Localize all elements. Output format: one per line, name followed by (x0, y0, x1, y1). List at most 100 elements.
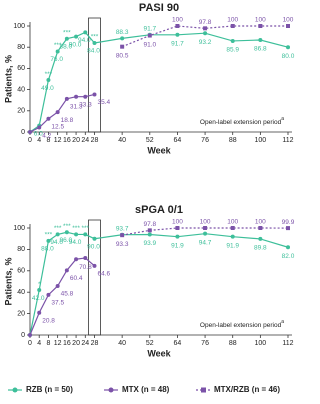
value-label: 90.0 (69, 41, 82, 48)
value-label: 100 (227, 219, 238, 226)
value-label: 86.8 (254, 46, 267, 53)
x-tick-label: 64 (174, 137, 182, 144)
data-point (175, 226, 180, 230)
data-point (230, 226, 235, 230)
value-label: 100 (255, 17, 266, 24)
value-label: 91.9 (171, 242, 184, 249)
value-label: 97.8 (199, 19, 212, 26)
data-point (92, 236, 97, 241)
data-point (120, 36, 125, 41)
y-tick-label: 80 (17, 246, 25, 253)
data-point (55, 49, 60, 54)
value-label: 88.0 (60, 43, 73, 50)
data-point (83, 30, 88, 35)
data-point (64, 268, 69, 273)
value-label: 93.7 (116, 225, 129, 232)
data-point (175, 32, 180, 37)
week-28-box (88, 17, 101, 133)
data-point (203, 231, 208, 236)
data-point (92, 40, 97, 45)
x-tick-label: 0 (28, 137, 32, 144)
x-tick-label: 24 (81, 137, 89, 144)
data-point (258, 226, 263, 230)
value-label: 80.0 (282, 53, 295, 60)
series-line (29, 231, 289, 336)
value-label: 6.0 (34, 130, 43, 137)
value-label: 91.9 (226, 242, 239, 249)
chart-title: PASI 90 (139, 2, 179, 14)
annotation: Open-label extension perioda (200, 319, 284, 328)
data-point (55, 110, 60, 115)
significance-mark: *** (54, 225, 62, 232)
value-label: 12.5 (51, 123, 64, 130)
value-label: 100 (172, 219, 183, 226)
value-label: 4.2 (42, 132, 51, 139)
data-point (55, 283, 60, 288)
value-label: 100 (172, 17, 183, 24)
x-tick-label: 52 (146, 137, 154, 144)
significance-mark: *** (63, 223, 71, 230)
x-tick-label: 12 (54, 340, 62, 347)
x-tick-label: 4 (37, 137, 41, 144)
significance-mark: *** (54, 42, 62, 49)
value-label: 94.0 (78, 37, 91, 44)
value-label: 20.8 (42, 317, 55, 324)
value-label: 100 (227, 17, 238, 24)
value-label: 64.6 (98, 271, 111, 278)
x-tick-label: 76 (201, 340, 209, 347)
x-tick-label: 8 (46, 340, 50, 347)
data-point (46, 292, 51, 297)
data-point (258, 37, 263, 42)
y-tick-label: 100 (13, 225, 25, 232)
data-point (203, 31, 208, 36)
value-label: 89.8 (254, 245, 267, 252)
x-tick-label: 52 (146, 340, 154, 347)
data-point (46, 238, 51, 243)
data-point (147, 232, 152, 237)
x-tick-label: 76 (201, 137, 209, 144)
annotation-sup: a (281, 116, 284, 122)
annotation-sup: a (281, 319, 284, 325)
significance-mark: *** (63, 29, 71, 36)
value-label: 60.4 (70, 275, 83, 282)
data-point (203, 26, 208, 31)
x-tick-label: 16 (63, 340, 71, 347)
y-tick-label: 80 (17, 44, 25, 51)
legend: RZB (n = 50) MTX (n = 48) MTX/RZB (n = 46) (8, 385, 280, 394)
data-point (230, 24, 235, 28)
value-label: 18.8 (61, 117, 74, 124)
data-point (92, 92, 97, 97)
data-point (83, 94, 88, 99)
x-tick-label: 24 (81, 340, 89, 347)
data-point (37, 125, 42, 130)
data-point (286, 245, 290, 250)
data-point (147, 33, 152, 38)
data-point (258, 236, 263, 241)
value-label: 49.0 (41, 85, 54, 92)
value-label: 96.0 (60, 237, 73, 244)
x-tick-label: 8 (46, 137, 50, 144)
value-label: 91.7 (171, 41, 184, 48)
value-label: 94.7 (199, 239, 212, 246)
significance-mark: *** (72, 225, 80, 232)
legend-label: MTX (n = 48) (122, 385, 170, 394)
legend-marker (12, 387, 18, 393)
x-tick-label: 112 (282, 340, 293, 347)
value-label: 88.3 (116, 29, 129, 36)
x-tick-label: 16 (63, 137, 71, 144)
data-point (230, 234, 235, 239)
value-label: 93.3 (116, 241, 129, 248)
data-point (286, 45, 290, 50)
x-tick-label: 64 (174, 340, 182, 347)
data-point (120, 44, 125, 49)
value-label: 70.8 (79, 264, 92, 271)
x-tick-label: 28 (91, 340, 99, 347)
x-tick-label: 12 (54, 137, 62, 144)
x-tick-label: 88 (229, 137, 237, 144)
value-label: 85.9 (226, 47, 239, 54)
data-point (74, 34, 79, 39)
data-point (230, 38, 235, 43)
annotation-text: Open-label extension period (200, 119, 282, 126)
value-label: 100 (255, 219, 266, 226)
